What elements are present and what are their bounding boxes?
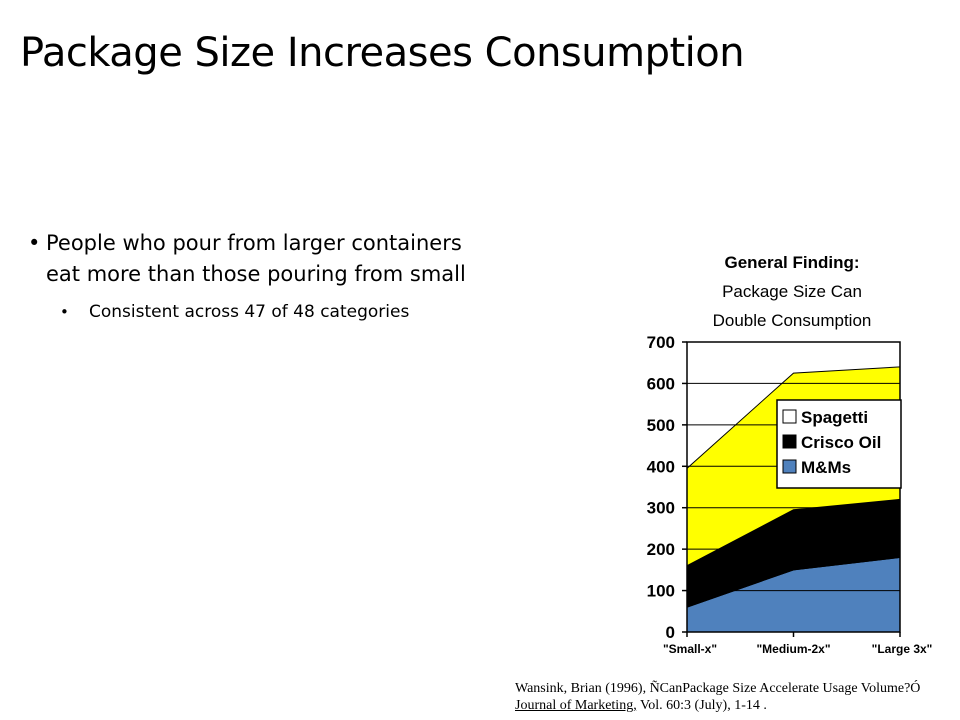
legend-label-spagetti: Spagetti: [801, 408, 868, 427]
legend-swatch-spagetti: [782, 409, 797, 424]
bullet-sub: Consistent across 47 of 48 categories: [30, 300, 500, 324]
bullet-main: People who pour from larger containers e…: [28, 228, 500, 290]
y-tick-label: 400: [647, 457, 675, 476]
citation-line-2: Journal of Marketing, Vol. 60:3 (July), …: [515, 697, 955, 714]
caption-line-2: Package Size Can: [722, 282, 862, 301]
y-tick-label: 300: [647, 499, 675, 518]
y-tick-label: 200: [647, 540, 675, 559]
caption-line-1: General Finding:: [724, 253, 860, 272]
caption-line-3: Double Consumption: [712, 311, 872, 330]
x-tick-label: "Large 3x": [872, 642, 933, 656]
citation: Wansink, Brian (1996), ÑCanPackage Size …: [515, 680, 955, 714]
legend-label-crisco-oil: Crisco Oil: [801, 433, 881, 452]
citation-rest: Vol. 60:3 (July), 1-14 .: [636, 698, 767, 713]
legend-swatch-crisco-oil: [782, 434, 797, 449]
chart-caption: General Finding: Package Size Can Double…: [672, 248, 912, 335]
y-tick-label: 0: [666, 623, 675, 642]
legend-label-m-ms: M&Ms: [801, 458, 851, 477]
y-tick-label: 700: [647, 333, 675, 352]
bullet-list: People who pour from larger containers e…: [28, 228, 500, 324]
y-tick-label: 100: [647, 582, 675, 601]
slide-title: Package Size Increases Consumption: [20, 30, 745, 76]
citation-journal: Journal of Marketing,: [515, 698, 637, 713]
x-tick-label: "Small-x": [663, 642, 717, 656]
stacked-area-chart: 0 100 200 300 400 500 600 700 "Small-x" "Medium-2…: [647, 333, 933, 656]
y-tick-label: 600: [647, 374, 675, 393]
legend-swatch-m-ms: [782, 459, 797, 474]
legend-box: [776, 399, 902, 489]
y-tick-label: 500: [647, 416, 675, 435]
citation-line-1: Wansink, Brian (1996), ÑCanPackage Size …: [515, 681, 921, 696]
x-tick-label: "Medium-2x": [756, 642, 830, 656]
